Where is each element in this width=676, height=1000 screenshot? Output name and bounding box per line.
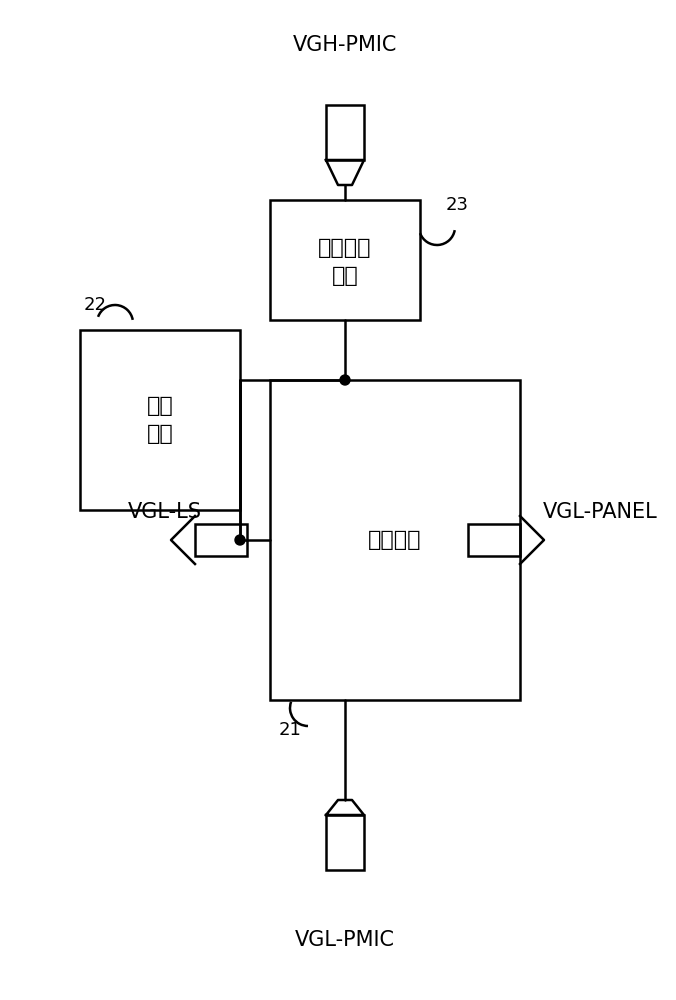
Bar	[195, 524, 247, 556]
Text: 单向导通: 单向导通	[318, 238, 372, 258]
Bar	[468, 524, 520, 556]
Bar	[270, 200, 420, 320]
Text: 21: 21	[279, 721, 301, 739]
Text: 23: 23	[445, 196, 468, 214]
Text: VGL-PANEL: VGL-PANEL	[543, 502, 657, 522]
Bar	[270, 380, 520, 700]
Text: 22: 22	[84, 296, 107, 314]
Circle shape	[340, 375, 350, 385]
Circle shape	[235, 535, 245, 545]
Text: 电路: 电路	[332, 266, 358, 286]
Text: 控制电路: 控制电路	[368, 530, 422, 550]
Text: 电路: 电路	[147, 424, 173, 444]
Text: VGL-LS: VGL-LS	[128, 502, 202, 522]
Text: VGH-PMIC: VGH-PMIC	[293, 35, 397, 55]
Bar	[326, 815, 364, 870]
Bar	[80, 330, 240, 510]
Text: 电容: 电容	[147, 396, 173, 416]
Bar	[326, 105, 364, 160]
Text: VGL-PMIC: VGL-PMIC	[295, 930, 395, 950]
